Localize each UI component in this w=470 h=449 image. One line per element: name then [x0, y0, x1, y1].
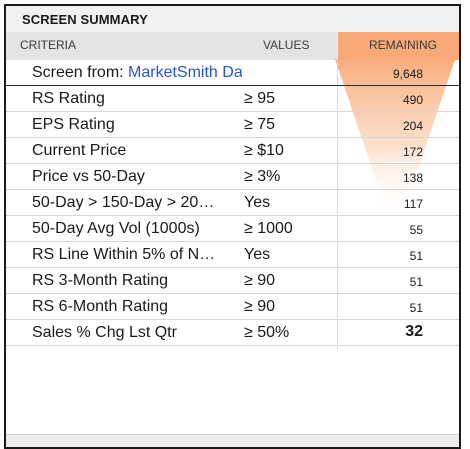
criteria-value: ≥ 3%: [244, 168, 281, 185]
remaining-column-header-cell[interactable]: [338, 32, 459, 60]
table-row[interactable]: RS 6-Month Rating ≥ 90 51: [6, 294, 459, 320]
remaining-count: 51: [409, 301, 423, 315]
remaining-count: 51: [409, 275, 423, 289]
remaining-column-divider: [337, 60, 338, 349]
criteria-value: ≥ $10: [244, 142, 284, 159]
table-row[interactable]: Price vs 50-Day ≥ 3% 138: [6, 164, 459, 190]
remaining-count: 51: [409, 249, 423, 263]
criteria-value: ≥ 1000: [244, 220, 293, 237]
table-row[interactable]: Sales % Chg Lst Qtr ≥ 50% 32: [6, 320, 459, 346]
source-remaining-count: 9,648: [392, 67, 423, 81]
criteria-column-header[interactable]: CRITERIA: [20, 38, 77, 52]
table-row[interactable]: RS 3-Month Rating ≥ 90 51: [6, 268, 459, 294]
criteria-value: ≥ 90: [244, 298, 276, 315]
remaining-count: 204: [402, 119, 423, 133]
criteria-name: RS 6-Month Rating: [32, 298, 169, 315]
panel-footer-bar: [6, 434, 459, 447]
criteria-name: Price vs 50-Day: [32, 168, 145, 185]
table-row[interactable]: 50-Day > 150-Day > 20… Yes 117: [6, 190, 459, 216]
criteria-value: ≥ 50%: [244, 324, 290, 341]
criteria-name: Current Price: [32, 142, 127, 159]
criteria-value: ≥ 90: [244, 272, 276, 289]
criteria-name: EPS Rating: [32, 116, 115, 133]
criteria-name: Sales % Chg Lst Qtr: [32, 324, 177, 341]
table-row[interactable]: Current Price ≥ $10 172: [6, 138, 459, 164]
criteria-value: ≥ 95: [244, 90, 276, 107]
source-prefix: Screen from:: [32, 64, 129, 81]
source-label: Screen from: MarketSmith Database: [32, 64, 242, 82]
criteria-value: Yes: [244, 246, 271, 263]
criteria-name: 50-Day > 150-Day > 20…: [32, 194, 215, 211]
criteria-name: RS Rating: [32, 90, 105, 107]
screen-summary-panel: SCREEN SUMMARY CRITERIA VALUES REMAINING…: [4, 4, 461, 449]
panel-title: SCREEN SUMMARY: [22, 12, 148, 27]
remaining-count: 138: [402, 171, 423, 185]
criteria-name: RS 3-Month Rating: [32, 272, 169, 289]
criteria-name: RS Line Within 5% of N…: [32, 246, 216, 263]
values-column-header[interactable]: VALUES: [263, 38, 310, 52]
criteria-value: ≥ 75: [244, 116, 276, 133]
criteria-value: Yes: [244, 194, 271, 211]
table-row[interactable]: RS Rating ≥ 95 490: [6, 86, 459, 112]
panel-title-bar: SCREEN SUMMARY: [6, 6, 459, 32]
source-row: Screen from: MarketSmith Database 9,648: [6, 60, 459, 86]
marketsmith-database-link[interactable]: MarketSmith Database: [128, 64, 242, 81]
table-row[interactable]: RS Line Within 5% of N… Yes 51: [6, 242, 459, 268]
remaining-count: 172: [402, 145, 423, 159]
criteria-name: 50-Day Avg Vol (1000s): [32, 220, 200, 237]
table-row[interactable]: 50-Day Avg Vol (1000s) ≥ 1000 55: [6, 216, 459, 242]
remaining-count: 117: [403, 197, 423, 211]
table-row[interactable]: EPS Rating ≥ 75 204: [6, 112, 459, 138]
final-remaining-count: 32: [405, 323, 423, 340]
remaining-column-header[interactable]: REMAINING: [369, 38, 438, 52]
remaining-count: 55: [409, 223, 423, 237]
remaining-count: 490: [402, 93, 423, 107]
